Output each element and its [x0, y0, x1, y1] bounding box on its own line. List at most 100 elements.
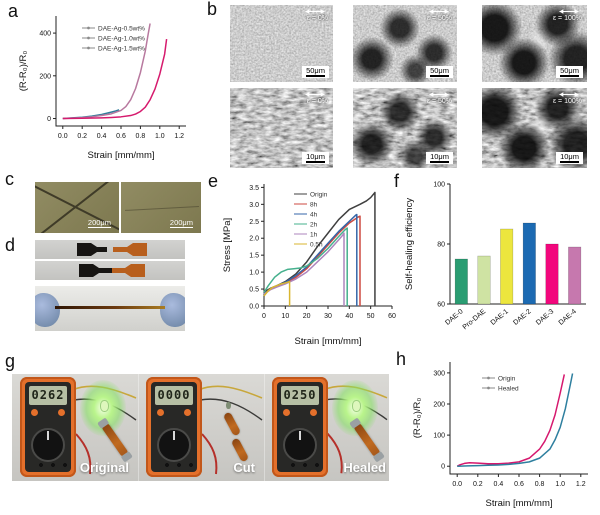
bar-DAE-3	[545, 243, 559, 305]
chart-a: 0 200 400 0.0 0.2 0.4 0.6 0.8 1.0 1.2 Strain [mm/m…	[16, 6, 198, 164]
photo-caption: Healed	[343, 460, 386, 475]
scale-bar: 50μm	[556, 65, 583, 78]
y-tick-label: 1.5	[249, 253, 259, 260]
scale-bar: 50μm	[426, 65, 453, 78]
bar-DAE-4	[568, 246, 582, 305]
composite-sample-piece	[230, 437, 250, 463]
y-tick-label: 300	[433, 370, 445, 377]
glove-right	[160, 293, 185, 327]
sample-cut-photo	[35, 240, 185, 259]
rotary-dial	[283, 428, 317, 462]
x-tick-label: 10	[281, 313, 289, 320]
red-probe-wire	[326, 432, 343, 474]
legend-marker	[87, 26, 90, 30]
sem-image: ε = 50% 50μm	[353, 5, 457, 82]
x-tick-label: 0.8	[535, 481, 545, 488]
rotary-dial	[31, 428, 65, 462]
y-tick-label: 0.0	[249, 304, 259, 311]
legend-label: 8h	[310, 201, 318, 208]
multimeter-photo: 0262 Original	[12, 374, 139, 481]
path-shape	[444, 92, 449, 97]
sample-healed-photo	[35, 261, 185, 280]
path-shape	[559, 9, 564, 14]
multimeter-face: 0000	[151, 382, 197, 472]
panel-label-g: g	[5, 351, 16, 371]
path-shape	[320, 92, 325, 97]
scale-bar-text: 10μm	[430, 151, 449, 161]
legend-label: Healed	[498, 385, 519, 392]
dial-pointer	[47, 431, 49, 440]
composite-sample-piece	[222, 411, 242, 437]
legend-label: DAE-Ag-1.5wt%	[98, 45, 145, 52]
x-axis-title: Strain [mm/mm]	[87, 150, 154, 161]
legend-label: DAE-Ag-1.0wt%	[98, 35, 145, 42]
bar-category-label: DAE-1	[490, 308, 510, 327]
yellow-wire	[197, 385, 263, 399]
series-2h	[263, 227, 348, 306]
sem-image: ε = 100% 50μm	[482, 5, 587, 82]
strain-value-label: ε = 0%	[306, 98, 328, 105]
axis-lines	[55, 16, 186, 127]
panel-label-a: a	[8, 1, 19, 21]
x-tick-label: 60	[388, 313, 396, 320]
axis-lines	[449, 362, 588, 475]
y-axis-title: (R-R₀)/R₀	[18, 51, 29, 92]
photo-caption: Cut	[233, 460, 255, 475]
x-tick-label: 0.4	[494, 481, 504, 488]
multimeter-photo: 0250 Healed	[264, 374, 389, 481]
x-tick-label: 0	[262, 313, 266, 320]
sample-stretch-photo	[35, 286, 185, 331]
multimeter-face: 0250	[277, 382, 323, 472]
multimeter-photo: 0000 Cut	[138, 374, 265, 481]
scale-bar-text: 50μm	[430, 65, 449, 75]
strain-value-label: ε = 100%	[552, 15, 582, 22]
multimeter-face: 0262	[25, 382, 71, 472]
optical-image: 200μm	[35, 182, 119, 233]
scale-bar-line	[169, 226, 193, 228]
meter-button	[310, 409, 317, 416]
x-axis-title: Strain [mm/mm]	[294, 336, 361, 347]
scale-bar-text: 50μm	[560, 65, 579, 75]
panel-label-f: f	[394, 171, 400, 191]
red-probe-wire	[201, 433, 218, 475]
chart-h-svg: 0 100 200 300 0.0 0.2 0.4 0.6 0.8 1.0 1.2 Strain [m…	[412, 362, 588, 509]
scale-bar-line	[87, 226, 111, 228]
meter-button	[283, 409, 290, 416]
x-tick-label: 0.0	[452, 481, 462, 488]
x-tick-label: 0.0	[58, 133, 68, 140]
scale-bar-line	[306, 160, 325, 163]
y-axis-title: Stress [MPa]	[222, 218, 233, 272]
x-tick-label: 1.0	[555, 481, 565, 488]
legend-marker	[487, 376, 490, 380]
strain-direction-arrow-icon	[305, 92, 325, 97]
x-tick-label: 1.0	[155, 133, 165, 140]
chart-e-svg: 0.0 0.5 1.0 1.5 2.0 2.5 3.0 3.5 0 10 20 30 40 50 60 Str…	[222, 184, 396, 347]
y-tick-label: 200	[433, 402, 445, 409]
scale-bar: 10μm	[302, 151, 329, 164]
y-tick-label: 100	[433, 182, 445, 189]
path-shape	[429, 9, 434, 14]
sem-image: ε = 50% 10μm	[353, 88, 457, 168]
multimeter: 0000	[146, 377, 202, 477]
y-tick-label: 400	[39, 31, 51, 38]
y-tick-label: 3.5	[249, 185, 259, 192]
chart-e: 0.0 0.5 1.0 1.5 2.0 2.5 3.0 3.5 0 10 20 30 40 50 60 Str…	[220, 174, 402, 350]
path-shape	[320, 9, 325, 14]
scale-bar: 200μm	[166, 218, 197, 230]
lcd-display: 0250	[281, 386, 319, 405]
stretched-filament	[55, 306, 165, 309]
legend-marker	[87, 46, 90, 50]
scale-bar-text: 10μm	[306, 151, 325, 161]
x-tick-label: 40	[345, 313, 353, 320]
green-led-icon	[226, 402, 231, 409]
probe-ports	[287, 462, 323, 468]
bar-Pro-DAE	[477, 255, 491, 305]
multimeter: 0250	[272, 377, 328, 477]
chart-a-svg: 0 200 400 0.0 0.2 0.4 0.6 0.8 1.0 1.2 Strain [mm/m…	[18, 16, 186, 161]
bar-category-label: DAE-4	[558, 308, 578, 327]
legend-label: DAE-Ag-0.5wt%	[98, 25, 145, 32]
panel-label-d: d	[5, 235, 16, 255]
x-tick-label: 0.8	[136, 133, 146, 140]
x-tick-label: 30	[324, 313, 332, 320]
